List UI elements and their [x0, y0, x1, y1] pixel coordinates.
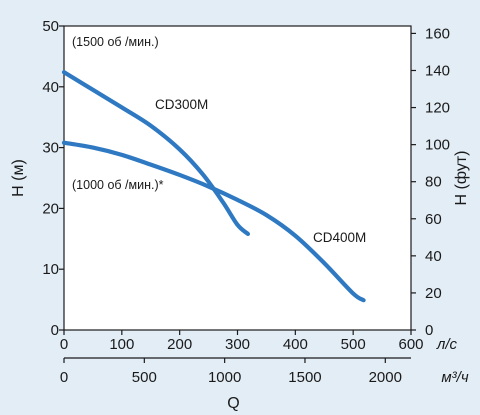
left-axis: 0 10 20 30 40 50 H (м): [10, 18, 64, 339]
bottom-axis-ls: 0 100 200 300 400 500 600 л/с: [60, 330, 458, 353]
bottom-tick-label: 0: [60, 336, 68, 353]
annotation-1500rpm: (1500 об /мин.): [72, 35, 159, 49]
x-axis-title: Q: [227, 395, 239, 412]
plot-area: [63, 25, 412, 331]
right-tick-label: 20: [425, 285, 442, 302]
series-line-cd300m: [61, 70, 251, 237]
left-tick-label: 10: [42, 261, 59, 278]
left-tick-label: 50: [42, 18, 59, 35]
bottom-tick-label: 600: [398, 336, 423, 353]
bottom-axis-m3h: 0 500 1000 1500 2000 м³/ч Q: [60, 357, 469, 412]
bottom2-tick-label: 0: [60, 369, 68, 386]
left-axis-title: H (м): [10, 159, 27, 197]
bottom-unit-m3h: м³/ч: [441, 369, 468, 386]
left-tick-label: 30: [42, 140, 59, 157]
bottom2-tick-label: 1000: [208, 369, 241, 386]
labels-group: CD300M CD400M (1500 об /мин.) (1000 об /мин…: [72, 35, 366, 245]
bottom2-tick-label: 500: [132, 369, 157, 386]
bottom-tick-label: 200: [167, 336, 192, 353]
plot-frame: [63, 25, 412, 331]
left-tick-label: 40: [42, 79, 59, 96]
right-tick-label: 0: [425, 322, 433, 339]
right-axis-title: H (фут): [453, 151, 470, 206]
right-tick-label: 80: [425, 174, 442, 191]
bottom-tick-label: 400: [283, 336, 308, 353]
right-tick-label: 60: [425, 211, 442, 228]
series-line-cd400m: [61, 140, 366, 303]
bottom-tick-label: 500: [341, 336, 366, 353]
series-label-cd300m: CD300M: [155, 97, 208, 112]
bottom-unit-ls: л/с: [436, 336, 458, 353]
right-tick-label: 100: [425, 137, 450, 154]
bottom-tick-label: 300: [225, 336, 250, 353]
series-label-cd400m: CD400M: [313, 230, 366, 245]
right-tick-label: 40: [425, 248, 442, 265]
annotation-1000rpm: (1000 об /мин.)*: [72, 178, 164, 192]
right-tick-label: 140: [425, 62, 450, 79]
left-tick-label: 0: [51, 322, 59, 339]
bottom2-tick-label: 1500: [288, 369, 321, 386]
right-axis: 0 20 40 60 80 100 120 140 160 H (фут): [411, 25, 470, 339]
right-tick-label: 160: [425, 25, 450, 42]
left-tick-label: 20: [42, 200, 59, 217]
series-group: [61, 70, 366, 303]
bottom2-tick-label: 2000: [369, 369, 402, 386]
right-tick-label: 120: [425, 100, 450, 117]
bottom-tick-label: 100: [109, 336, 134, 353]
